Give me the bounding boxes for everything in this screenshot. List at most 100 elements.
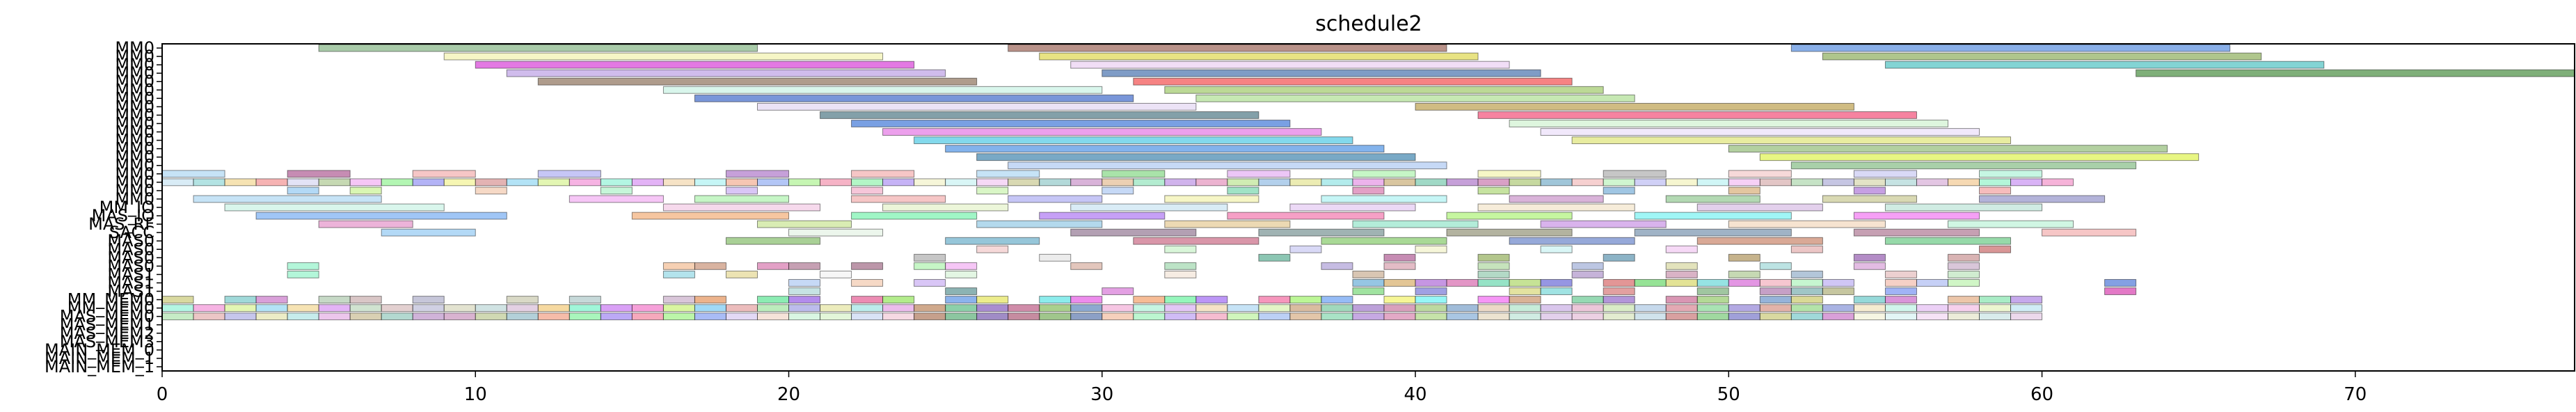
task-bar-215 <box>1164 270 1197 278</box>
plot-frame <box>161 43 2575 372</box>
task-bar-104 <box>1884 178 1917 187</box>
task-bar-172 <box>1509 237 1635 245</box>
task-bar-37 <box>537 170 601 178</box>
task-bar-391 <box>1164 312 1197 321</box>
task-bar-222 <box>1884 270 1917 278</box>
task-bar-332 <box>1195 304 1228 312</box>
task-bar-371 <box>537 312 570 321</box>
task-bar-331 <box>1164 304 1197 312</box>
task-bar-336 <box>1321 304 1353 312</box>
task-bar-186 <box>1383 253 1416 262</box>
task-bar-62 <box>569 178 601 187</box>
task-bar-415 <box>1916 312 1948 321</box>
task-bar-207 <box>1759 262 1792 270</box>
task-bar-241 <box>1822 279 1854 287</box>
task-bar-65 <box>662 178 695 187</box>
task-bar-153 <box>756 220 852 228</box>
task-bar-158 <box>1728 220 1886 228</box>
task-bar-52 <box>255 178 288 187</box>
task-bar-30 <box>976 153 1416 161</box>
task-bar-224 <box>788 279 821 287</box>
task-bar-87 <box>1352 178 1385 187</box>
task-bar-369 <box>475 312 507 321</box>
task-bar-385 <box>976 312 1009 321</box>
y-tick-label: MM0 <box>115 164 154 184</box>
task-bar-22 <box>851 120 1291 127</box>
y-tick-label: MAS_MEM2 <box>60 324 154 343</box>
task-bar-114 <box>725 187 758 195</box>
task-bar-57 <box>412 178 445 187</box>
task-bar-401 <box>1477 312 1510 321</box>
task-bar-265 <box>412 296 445 304</box>
y-tick-label: MM0 <box>115 105 154 125</box>
task-bar-353 <box>1853 304 1886 312</box>
y-tick-label: MAS_IO <box>92 206 154 225</box>
task-bar-171 <box>1321 237 1447 245</box>
y-tick-label: MM_MEM0 <box>67 299 154 318</box>
task-bar-76 <box>1008 178 1040 187</box>
task-bar-342 <box>1509 304 1541 312</box>
task-bar-9 <box>506 69 946 77</box>
task-bar-227 <box>1352 279 1385 287</box>
task-bar-139 <box>1070 203 1228 212</box>
task-bar-316 <box>694 304 726 312</box>
task-bar-327 <box>1039 304 1072 312</box>
task-bar-28 <box>945 145 1385 153</box>
task-bar-157 <box>1540 220 1667 228</box>
task-bar-143 <box>1884 203 2043 212</box>
x-tick-label: 0 <box>157 384 168 405</box>
task-bar-185 <box>1258 253 1291 262</box>
task-bar-272 <box>851 296 884 304</box>
task-bar-162 <box>1070 228 1197 237</box>
task-bar-216 <box>1352 270 1385 278</box>
task-bar-403 <box>1540 312 1573 321</box>
task-bar-274 <box>945 296 978 304</box>
task-bar-225 <box>851 279 884 287</box>
task-bar-298 <box>2010 296 2043 304</box>
task-bar-54 <box>318 178 351 187</box>
task-bar-163 <box>1258 228 1385 237</box>
task-bar-161 <box>788 228 884 237</box>
task-bar-329 <box>1102 304 1134 312</box>
task-bar-290 <box>1665 296 1698 304</box>
task-bar-100 <box>1759 178 1792 187</box>
task-bar-288 <box>1571 296 1604 304</box>
task-bar-392 <box>1195 312 1228 321</box>
x-tick-label: 70 <box>2344 384 2367 405</box>
task-bar-43 <box>1352 170 1416 178</box>
y-tick-label: SACC <box>109 223 154 242</box>
task-bar-294 <box>1853 296 1886 304</box>
task-bar-259 <box>2104 287 2137 295</box>
task-bar-78 <box>1070 178 1103 187</box>
y-tick-label: MM0 <box>115 97 154 116</box>
task-bar-219 <box>1665 270 1698 278</box>
task-bar-40 <box>976 170 1040 178</box>
task-bar-25 <box>1540 128 1980 136</box>
task-bar-394 <box>1258 312 1291 321</box>
task-bar-34 <box>161 170 225 178</box>
task-bar-229 <box>1415 279 1447 287</box>
task-bar-205 <box>1571 262 1604 270</box>
task-bar-154 <box>976 220 1103 228</box>
task-bar-363 <box>287 312 319 321</box>
task-bar-357 <box>1979 304 2012 312</box>
task-bar-255 <box>1759 287 1792 295</box>
task-bar-264 <box>349 296 382 304</box>
task-bar-116 <box>976 187 1009 195</box>
task-bar-397 <box>1352 312 1385 321</box>
task-bar-101 <box>1790 178 1823 187</box>
task-bar-50 <box>193 178 225 187</box>
task-bar-8 <box>1884 61 2325 69</box>
task-bar-351 <box>1790 304 1823 312</box>
task-bar-271 <box>788 296 821 304</box>
task-bar-194 <box>694 262 726 270</box>
task-bar-312 <box>569 304 601 312</box>
task-bar-66 <box>694 178 726 187</box>
task-bar-338 <box>1383 304 1416 312</box>
task-bar-208 <box>1853 262 1886 270</box>
task-bar-129 <box>1008 195 1103 203</box>
task-bar-345 <box>1603 304 1635 312</box>
task-bar-269 <box>694 296 726 304</box>
task-bar-49 <box>161 178 194 187</box>
task-bar-41 <box>1102 170 1166 178</box>
